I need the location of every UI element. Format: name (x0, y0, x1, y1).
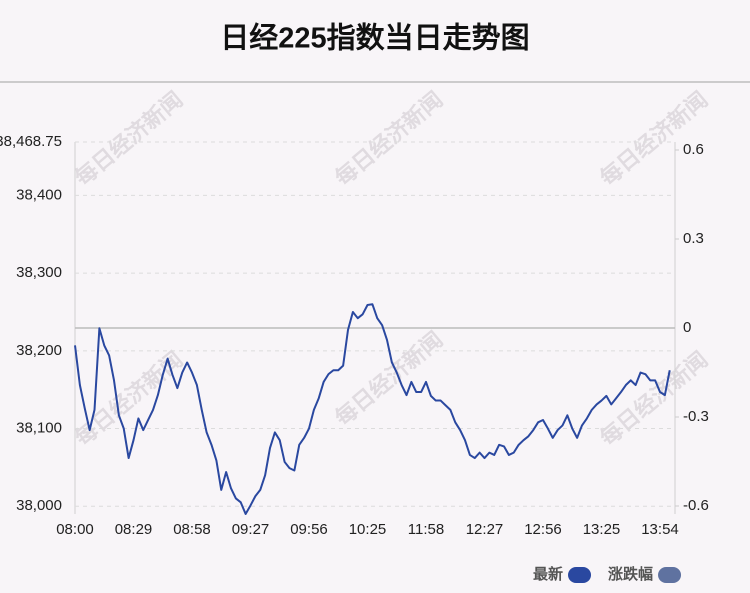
x-tick-label: 11:58 (408, 521, 444, 538)
chart-title: 日经225指数当日走势图 (220, 21, 529, 55)
y-tick-label: 38,100 (16, 419, 62, 436)
y2-tick-label: -0.3 (683, 408, 709, 425)
x-tick-label: 08:58 (173, 521, 211, 538)
legend-swatch (658, 567, 682, 583)
x-tick-label: 08:00 (56, 521, 94, 538)
x-tick-label: 09:56 (290, 521, 328, 538)
x-tick-label: 10:25 (349, 521, 387, 538)
y-tick-label: 38,468.75 (0, 133, 62, 150)
y-tick-label: 38,200 (16, 342, 62, 359)
x-tick-label: 12:56 (524, 521, 562, 538)
x-tick-label: 08:29 (115, 521, 153, 538)
y2-tick-label: -0.6 (683, 497, 709, 514)
y-tick-label: 38,400 (16, 186, 62, 203)
y-tick-label: 38,000 (16, 497, 62, 514)
x-tick-label: 12:27 (466, 521, 504, 538)
x-tick-label: 13:25 (583, 521, 621, 538)
legend-label: 最新 (533, 565, 563, 583)
y2-tick-label: 0.6 (683, 141, 704, 158)
legend-label: 涨跌幅 (608, 565, 653, 583)
y2-tick-label: 0 (683, 319, 691, 336)
price-line (74, 303, 671, 515)
y2-tick-label: 0.3 (683, 230, 704, 247)
legend-swatch (568, 567, 592, 583)
x-tick-label: 13:54 (641, 521, 679, 538)
x-tick-label: 09:27 (232, 521, 270, 538)
y-tick-label: 38,300 (16, 264, 62, 281)
